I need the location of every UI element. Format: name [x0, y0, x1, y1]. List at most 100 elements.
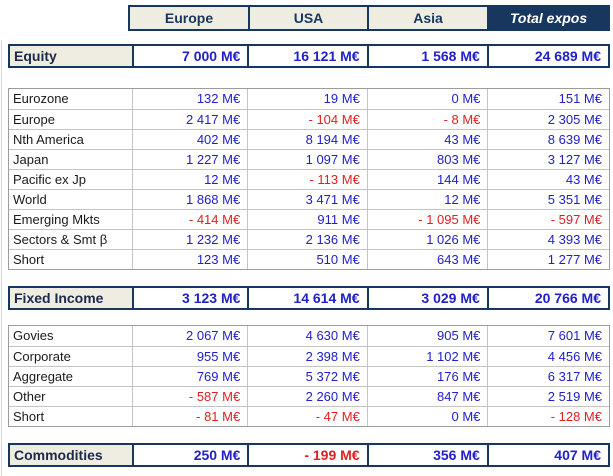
cell-value: 1 277 M€: [487, 250, 609, 269]
cell-value: - 47 M€: [247, 407, 367, 426]
cell-value: 1 868 M€: [131, 190, 248, 209]
column-header-asia: Asia: [367, 7, 487, 29]
cell-value: - 587 M€: [131, 387, 248, 406]
cell-value: 905 M€: [366, 326, 488, 346]
table-row: Corporate 955 M€ 2 398 M€ 1 102 M€ 4 456…: [9, 346, 609, 366]
cell-value: - 199 M€: [247, 445, 366, 465]
cell-value: 8 194 M€: [247, 130, 367, 149]
cell-value: 407 M€: [486, 445, 608, 465]
row-label: Corporate: [13, 349, 71, 364]
column-header-usa: USA: [248, 7, 367, 29]
row-label: Emerging Mkts: [13, 212, 100, 227]
cell-value: 2 519 M€: [487, 387, 609, 406]
cell-value: 7 000 M€: [132, 46, 247, 66]
cell-value: 16 121 M€: [247, 46, 366, 66]
table-row: Emerging Mkts - 414 M€ 911 M€ - 1 095 M€…: [9, 209, 609, 229]
cell-value: 19 M€: [247, 89, 367, 109]
table-row: Govies 2 067 M€ 4 630 M€ 905 M€ 7 601 M€: [9, 326, 609, 346]
cell-value: 144 M€: [366, 170, 488, 189]
cell-value: 132 M€: [131, 89, 248, 109]
commodities-summary-row: Commodities 250 M€ - 199 M€ 356 M€ 407 M…: [8, 443, 610, 467]
cell-value: 12 M€: [366, 190, 488, 209]
cell-value: 2 067 M€: [131, 326, 248, 346]
cell-value: 0 M€: [366, 89, 488, 109]
row-label: Equity: [10, 46, 133, 66]
column-header-row: Europe USA Asia Total expos: [128, 5, 610, 31]
row-label: Other: [13, 389, 46, 404]
cell-value: 3 471 M€: [247, 190, 367, 209]
cell-value: 1 026 M€: [366, 230, 488, 249]
cell-value: 7 601 M€: [487, 326, 609, 346]
table-row: Pacific ex Jp 12 M€ - 113 M€ 144 M€ 43 M…: [9, 169, 609, 189]
cell-value: 20 766 M€: [486, 288, 608, 308]
cell-value: 3 123 M€: [132, 288, 247, 308]
table-row: Nth America 402 M€ 8 194 M€ 43 M€ 8 639 …: [9, 129, 609, 149]
cell-value: 4 393 M€: [487, 230, 609, 249]
row-label: Sectors & Smt β: [13, 232, 108, 247]
cell-value: - 128 M€: [487, 407, 609, 426]
row-label: Japan: [13, 152, 49, 167]
cell-value: 123 M€: [131, 250, 248, 269]
cell-value: 5 372 M€: [247, 367, 367, 386]
cell-value: 2 305 M€: [487, 110, 609, 129]
cell-value: 643 M€: [366, 250, 488, 269]
equity-summary-row: Equity 7 000 M€ 16 121 M€ 1 568 M€ 24 68…: [8, 44, 610, 68]
row-label: Fixed Income: [10, 288, 133, 308]
table-row: Japan 1 227 M€ 1 097 M€ 803 M€ 3 127 M€: [9, 149, 609, 169]
cell-value: 4 630 M€: [247, 326, 367, 346]
cell-value: 2 260 M€: [247, 387, 367, 406]
cell-value: - 113 M€: [247, 170, 367, 189]
cell-value: 1 097 M€: [247, 150, 367, 169]
column-header-europe: Europe: [164, 10, 214, 26]
left-edge-line: [1, 40, 2, 476]
table-row: Other - 587 M€ 2 260 M€ 847 M€ 2 519 M€: [9, 386, 609, 406]
cell-value: 43 M€: [366, 130, 488, 149]
cell-value: 8 639 M€: [487, 130, 609, 149]
cell-value: 151 M€: [487, 89, 609, 109]
cell-value: 24 689 M€: [486, 46, 608, 66]
cell-value: 3 127 M€: [487, 150, 609, 169]
cell-value: 847 M€: [366, 387, 488, 406]
cell-value: 4 456 M€: [487, 347, 609, 366]
row-label: Eurozone: [13, 91, 69, 106]
cell-value: 0 M€: [366, 407, 488, 426]
row-label: Europe: [13, 112, 55, 127]
cell-value: 5 351 M€: [487, 190, 609, 209]
cell-value: 12 M€: [131, 170, 248, 189]
row-label: Pacific ex Jp: [13, 172, 86, 187]
cell-value: 510 M€: [247, 250, 367, 269]
table-row: Europe 2 417 M€ - 104 M€ - 8 M€ 2 305 M€: [9, 109, 609, 129]
cell-value: 402 M€: [131, 130, 248, 149]
cell-value: 1 568 M€: [366, 46, 487, 66]
cell-value: 1 232 M€: [131, 230, 248, 249]
fixed-income-detail-table: Govies 2 067 M€ 4 630 M€ 905 M€ 7 601 M€…: [8, 325, 610, 427]
cell-value: 250 M€: [132, 445, 247, 465]
table-row: Eurozone 132 M€ 19 M€ 0 M€ 151 M€: [9, 89, 609, 109]
table-row: Sectors & Smt β 1 232 M€ 2 136 M€ 1 026 …: [9, 229, 609, 249]
cell-value: - 1 095 M€: [366, 210, 488, 229]
row-label: Govies: [13, 328, 54, 343]
row-label: Commodities: [10, 445, 133, 465]
cell-value: 176 M€: [366, 367, 488, 386]
table-row: Aggregate 769 M€ 5 372 M€ 176 M€ 6 317 M…: [9, 366, 609, 386]
cell-value: 955 M€: [131, 347, 248, 366]
cell-value: 2 136 M€: [247, 230, 367, 249]
cell-value: 803 M€: [366, 150, 488, 169]
row-label: World: [13, 192, 47, 207]
cell-value: 3 029 M€: [366, 288, 487, 308]
cell-value: 2 398 M€: [247, 347, 367, 366]
cell-value: - 104 M€: [247, 110, 367, 129]
cell-value: 1 102 M€: [366, 347, 488, 366]
table-row: World 1 868 M€ 3 471 M€ 12 M€ 5 351 M€: [9, 189, 609, 209]
row-label: Short: [13, 252, 45, 267]
cell-value: 1 227 M€: [131, 150, 248, 169]
cell-value: - 81 M€: [131, 407, 248, 426]
row-label: Short: [13, 409, 45, 424]
cell-value: 2 417 M€: [131, 110, 248, 129]
cell-value: - 597 M€: [487, 210, 609, 229]
cell-value: 911 M€: [247, 210, 367, 229]
cell-value: - 8 M€: [366, 110, 488, 129]
table-row: Short - 81 M€ - 47 M€ 0 M€ - 128 M€: [9, 406, 609, 426]
cell-value: 356 M€: [366, 445, 487, 465]
